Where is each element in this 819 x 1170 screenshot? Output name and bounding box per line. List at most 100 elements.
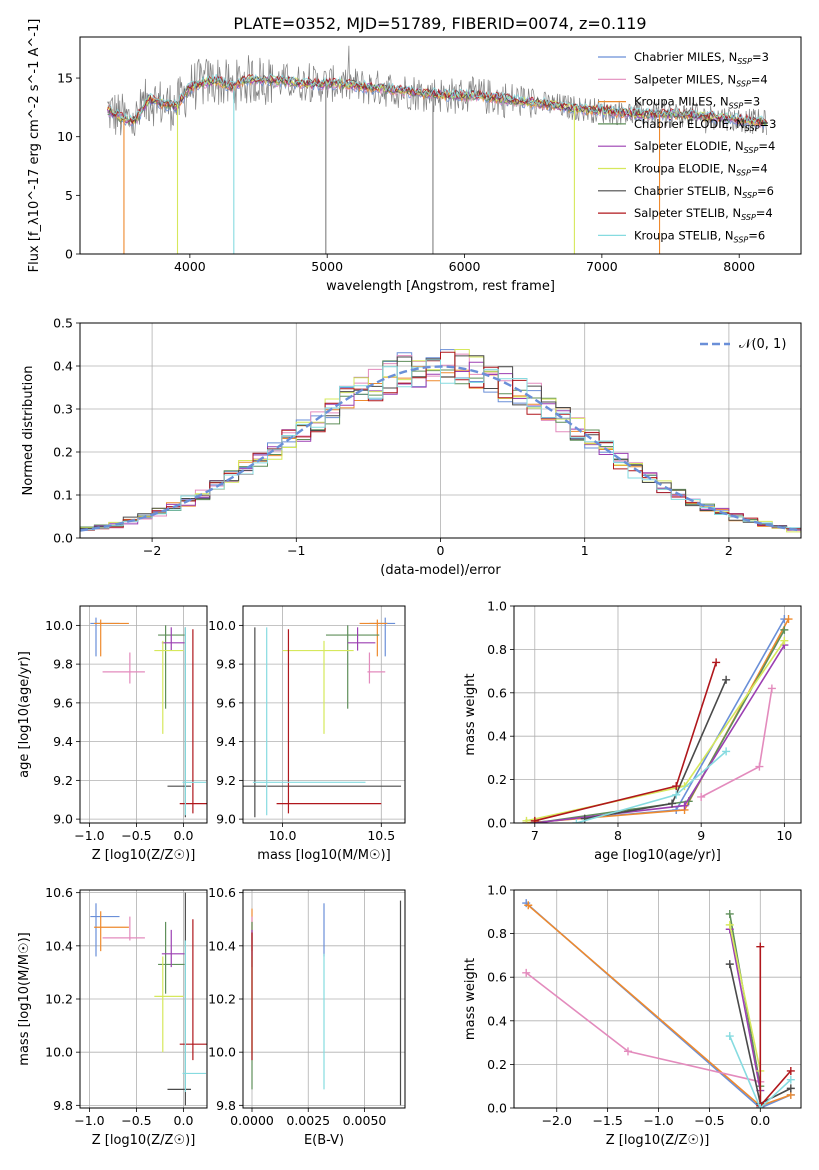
y-tick-label: 0.8: [487, 642, 507, 657]
x-tick-label: 10.5: [367, 828, 395, 843]
series-salpeter-stelib: [756, 942, 795, 1108]
data-point: [725, 909, 734, 918]
errorbar-kroupa-stelib: [252, 627, 366, 816]
y-tick-label: 0.0: [53, 531, 73, 546]
y-tick-label: 9.2: [216, 773, 236, 788]
data-point: [672, 782, 681, 791]
series-line: [729, 1035, 792, 1108]
data-point: [680, 801, 689, 810]
data-point: [524, 901, 533, 910]
x-tick-label: −1.0: [643, 1113, 673, 1128]
data-point: [786, 1066, 795, 1075]
legend-entry: Salpeter MILES, NSSP=4: [634, 72, 768, 88]
axes-frame: [242, 605, 406, 824]
legend-entry: Chabrier MILES, NSSP=3: [634, 50, 769, 66]
axes-frame: [79, 889, 208, 1109]
errorbar-salpeter-miles: [102, 652, 145, 684]
y-tick-label: 10.0: [45, 1045, 73, 1060]
y-tick-label: 9.8: [216, 657, 236, 672]
x-axis-label: mass [log10(M/M☉)]: [257, 848, 390, 863]
errorbar-kroupa-miles: [94, 619, 129, 657]
y-tick-label: 10.4: [45, 938, 73, 953]
y-tick-label: 0.2: [53, 445, 73, 460]
y-tick-label: 0.3: [53, 402, 73, 417]
series-line: [759, 946, 792, 1108]
y-tick-label: 15: [57, 71, 73, 86]
y-tick-label: 0.1: [53, 488, 73, 503]
errorbar-chabrier-stelib: [167, 627, 192, 818]
errorbar-kroupa-stelib: [182, 627, 207, 816]
errorbar-kroupa-miles: [94, 911, 129, 952]
y-tick-label: 10.0: [208, 1045, 236, 1060]
plot-area-mass_vs_Z: [80, 890, 207, 1108]
series-salpeter-miles: [697, 684, 776, 801]
y-tick-label: 10.2: [45, 992, 73, 1007]
x-tick-label: −1.0: [74, 828, 104, 843]
x-tick-label: 0: [437, 543, 445, 558]
data-point: [725, 960, 734, 969]
y-tick-label: 9.8: [216, 1098, 236, 1113]
legend-entry: Kroupa ELODIE, NSSP=4: [634, 162, 768, 178]
legend-entry: Chabrier ELODIE, NSSP=3: [634, 117, 776, 133]
data-point: [668, 799, 677, 808]
errorbar-chabrier-miles: [90, 903, 120, 957]
data-point: [522, 968, 531, 977]
axes-frame: [79, 36, 802, 255]
data-point: [786, 1075, 795, 1084]
panel-weight_vs_age: 7 8 9 10 0.0 0.2 0.4 0.6 0.8 1.0 age [log10(age/yr…: [463, 599, 802, 863]
y-tick-label: 9.8: [53, 1098, 73, 1113]
panel-age_vs_mass: 10.0 10.5 9.0 9.2 9.4 9.6 9.8 10.0 mass [log10(M…: [208, 605, 406, 863]
data-point: [572, 819, 581, 823]
y-tick-label: 0.6: [487, 685, 507, 700]
errorbar-chabrier-stelib: [243, 627, 402, 818]
y-tick-label: 5: [65, 188, 73, 203]
y-tick-label: 9.0: [53, 812, 73, 827]
x-tick-label: 4000: [174, 259, 206, 274]
series-kroupa-miles: [522, 615, 793, 823]
x-tick-label: 9: [697, 828, 705, 843]
x-axis-label: Z [log10(Z/Z☉)]: [92, 1133, 196, 1148]
x-tick-label: 0.0: [174, 828, 194, 843]
errorbar-salpeter-elodie: [161, 627, 185, 651]
errorbar-salpeter-stelib: [179, 919, 207, 1061]
y-tick-label: 10.0: [208, 618, 236, 633]
data-point: [722, 675, 731, 684]
plot-area-age_vs_Z: [80, 606, 207, 823]
panel-spectrum: 4000 5000 6000 7000 8000 0 5 10 15 wavelength [An…: [27, 19, 802, 294]
data-point: [780, 625, 789, 634]
y-axis-label: mass weight: [463, 673, 478, 755]
legend-entry: 𝒩(0, 1): [739, 337, 786, 352]
series-line: [584, 679, 727, 820]
x-tick-label: 5000: [311, 259, 343, 274]
series-kroupa-stelib: [572, 747, 731, 823]
y-tick-label: 9.8: [53, 657, 73, 672]
y-tick-label: 0.8: [487, 926, 507, 941]
x-tick-label: 0.0025: [286, 1113, 330, 1128]
errorbar-kroupa-elodie: [154, 640, 184, 734]
series-line: [525, 972, 761, 1083]
y-tick-label: 0.4: [487, 729, 507, 744]
series-kroupa-elodie: [522, 636, 789, 823]
axes-frame: [79, 605, 208, 824]
y-tick-label: 0: [65, 247, 73, 262]
y-tick-label: 10.2: [208, 992, 236, 1007]
y-tick-label: 0.2: [487, 772, 507, 787]
legend-entry: Salpeter STELIB, NSSP=4: [634, 206, 773, 222]
series-salpeter-elodie: [725, 925, 765, 1108]
plot-area-weight_vs_age: [514, 606, 801, 823]
x-tick-label: −1.5: [592, 1113, 622, 1128]
series-salpeter-stelib: [530, 658, 721, 823]
axes-frame: [242, 889, 406, 1109]
data-point: [712, 658, 721, 667]
y-tick-label: 9.0: [216, 812, 236, 827]
plot-area-mass_vs_ebv: [243, 890, 405, 1108]
errorbar-kroupa-elodie: [154, 956, 184, 1053]
data-point: [722, 747, 731, 756]
y-tick-label: 9.4: [216, 734, 236, 749]
series-kroupa-stelib: [725, 1032, 795, 1108]
series-line: [534, 644, 786, 823]
plot-area-residuals: [80, 323, 801, 538]
x-tick-label: 7: [531, 828, 539, 843]
y-tick-label: 10.6: [208, 885, 236, 900]
x-tick-label: −2: [143, 543, 161, 558]
